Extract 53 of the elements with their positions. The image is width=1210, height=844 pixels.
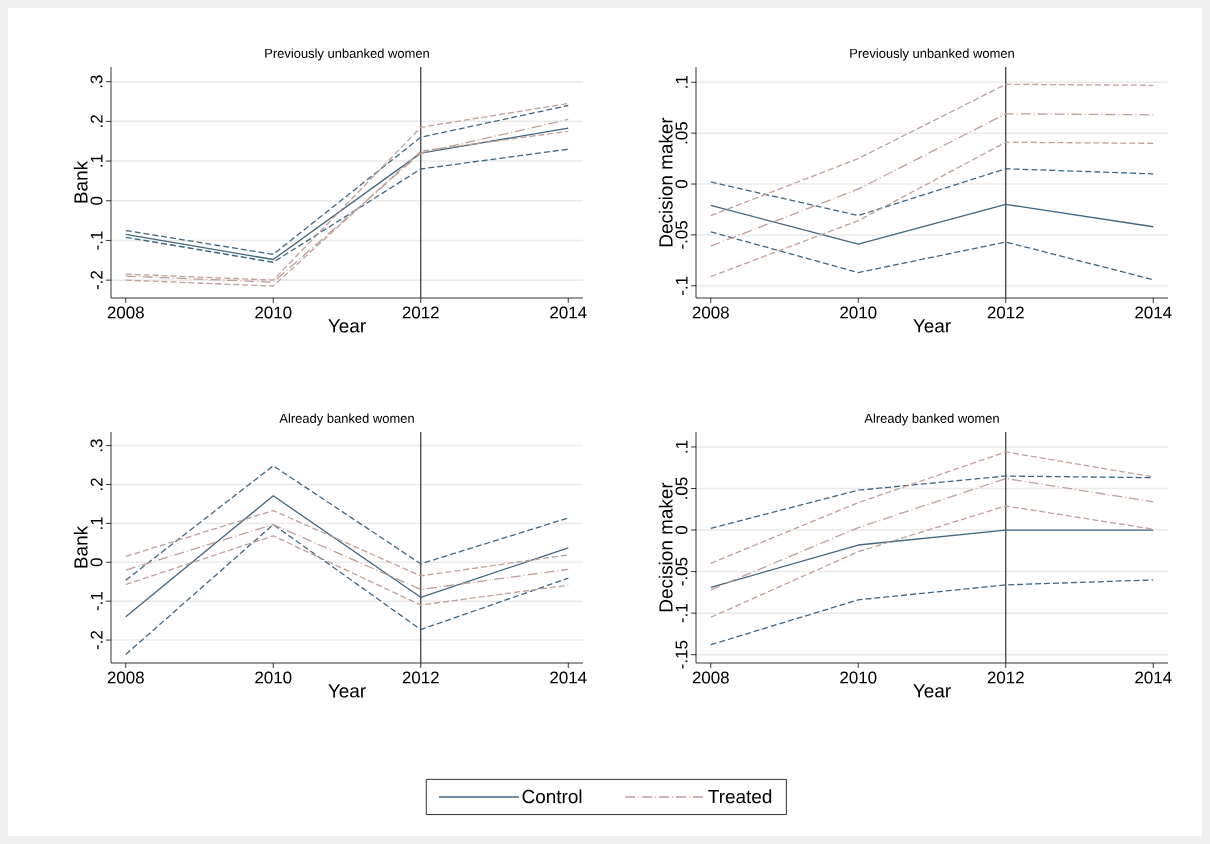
x-tick-label: 2010 [840, 671, 877, 684]
x-tick-label: 2008 [107, 671, 144, 684]
x-tick-label: 2010 [840, 306, 877, 319]
x-axis-title: Year [328, 319, 366, 333]
y-axis-title: Decision maker [658, 482, 673, 612]
y-tick-label: -.05 [675, 557, 688, 586]
y-tick-label: .2 [90, 478, 103, 491]
x-tick-label: 2010 [255, 306, 292, 319]
y-tick-label: .1 [90, 154, 103, 167]
x-tick-label: 2010 [255, 671, 292, 684]
y-tick-label: .2 [90, 115, 103, 127]
x-tick-label: 2014 [550, 671, 587, 684]
x-axis-title: Year [913, 684, 951, 698]
y-tick-label: .05 [675, 122, 688, 144]
y-tick-label: 0 [675, 179, 688, 189]
legend-label: Treated [708, 789, 772, 804]
x-tick-label: 2012 [402, 671, 439, 684]
y-tick-label: .05 [675, 477, 688, 499]
y-tick-label: -.2 [90, 631, 103, 650]
chart-title: Previously unbanked women [850, 48, 1014, 61]
y-tick-label: -.05 [675, 221, 688, 249]
y-axis-title: Bank [73, 160, 88, 203]
y-tick-label: .1 [90, 517, 103, 529]
x-tick-label: 2008 [692, 306, 729, 319]
y-tick-label: 0 [675, 525, 688, 535]
y-tick-label: .1 [675, 76, 688, 88]
x-tick-label: 2012 [987, 671, 1024, 684]
y-tick-label: -.15 [675, 640, 688, 669]
legend-label: Control [522, 789, 582, 804]
x-tick-label: 2014 [550, 306, 587, 319]
y-tick-label: .3 [90, 75, 103, 88]
x-axis-title: Year [328, 684, 366, 698]
y-tick-label: -.1 [90, 231, 103, 250]
x-tick-label: 2014 [1135, 671, 1172, 684]
x-tick-label: 2014 [1135, 306, 1172, 319]
x-tick-label: 2008 [107, 306, 144, 319]
y-tick-label: 0 [90, 558, 103, 567]
chart-title: Already banked women [279, 413, 414, 426]
x-tick-label: 2008 [692, 671, 729, 684]
y-tick-label: -.1 [90, 592, 103, 611]
chart-title: Already banked women [864, 413, 999, 426]
y-tick-label: -.2 [90, 271, 103, 290]
y-tick-label: .3 [90, 439, 103, 452]
y-tick-label: -.1 [675, 604, 688, 623]
chart-title: Previously unbanked women [265, 48, 429, 61]
y-axis-title: Decision maker [658, 117, 673, 247]
x-axis-title: Year [913, 319, 951, 333]
y-tick-label: .1 [675, 440, 688, 453]
x-tick-label: 2012 [987, 306, 1024, 319]
y-axis-title: Bank [73, 525, 88, 568]
y-tick-label: -.1 [675, 276, 688, 295]
x-tick-label: 2012 [402, 306, 439, 319]
y-tick-label: 0 [90, 196, 103, 205]
